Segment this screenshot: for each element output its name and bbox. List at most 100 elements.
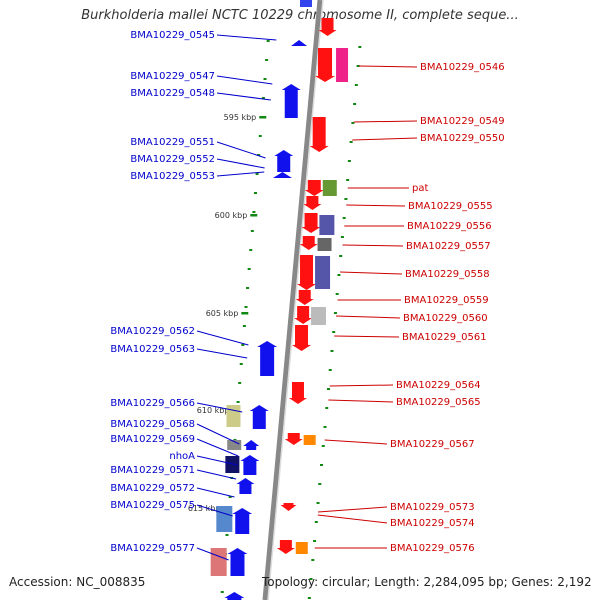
chromosome-backbone <box>262 0 323 600</box>
gene-label[interactable]: BMA10229_0563 <box>110 344 195 355</box>
gene-label[interactable]: BMA10229_0560 <box>403 313 488 324</box>
gene-label[interactable]: BMA10229_0553 <box>130 171 215 182</box>
label-leader-line <box>216 75 273 85</box>
label-leader-line <box>196 402 243 413</box>
gene-glyph-red[interactable] <box>315 48 336 82</box>
scale-tick-label: 605 kbp <box>206 309 239 318</box>
gene-label[interactable]: BMA10229_0574 <box>390 518 475 529</box>
gene-label[interactable]: BMA10229_0564 <box>396 380 481 391</box>
gene-label[interactable]: nhoA <box>169 451 195 462</box>
gene-label[interactable]: BMA10229_0549 <box>420 116 505 127</box>
gene-glyph-blue[interactable] <box>274 150 294 172</box>
gene-label[interactable]: BMA10229_0562 <box>110 326 195 337</box>
guide-dot <box>252 211 256 213</box>
gene-glyph-red[interactable] <box>295 290 314 305</box>
gene-glyph-gray[interactable] <box>227 440 242 450</box>
gene-glyph-pink[interactable] <box>210 548 227 576</box>
gene-label[interactable]: BMA10229_0546 <box>420 62 505 73</box>
gene-label[interactable]: pat <box>412 183 428 194</box>
label-leader-line <box>324 439 388 445</box>
guide-dot <box>258 135 262 137</box>
gene-glyph-red[interactable] <box>299 236 318 250</box>
guide-dot <box>265 59 269 61</box>
gene-label[interactable]: BMA10229_0555 <box>408 201 493 212</box>
gene-glyph-red[interactable] <box>297 255 317 290</box>
gene-glyph-navy[interactable] <box>225 456 240 473</box>
gene-glyph-blue[interactable] <box>227 548 248 576</box>
guide-dot <box>321 445 325 447</box>
guide-dot <box>246 287 250 289</box>
guide-dot <box>320 464 324 466</box>
guide-dot <box>349 141 353 143</box>
gene-glyph-khaki[interactable] <box>226 405 241 427</box>
gene-glyph-blue[interactable] <box>272 172 292 178</box>
gene-label[interactable]: BMA10229_0571 <box>110 465 195 476</box>
chromosome-backbone-highlight <box>267 0 324 600</box>
guide-dot <box>330 350 334 352</box>
gene-glyph-blue[interactable] <box>281 84 301 118</box>
gene-glyph-blue[interactable] <box>249 405 269 429</box>
scale-tick-label: 615 kbp <box>188 504 221 513</box>
gene-glyph-gray[interactable] <box>317 238 332 251</box>
gene-label[interactable]: BMA10229_0561 <box>402 332 487 343</box>
guide-dot <box>333 312 337 314</box>
gene-glyph-red[interactable] <box>318 18 337 36</box>
gene-label[interactable]: BMA10229_0573 <box>390 502 475 513</box>
guide-dot <box>249 249 253 251</box>
gene-label[interactable]: BMA10229_0572 <box>110 483 195 494</box>
gene-glyph-blue[interactable] <box>240 455 260 475</box>
gene-glyph-olive[interactable] <box>322 180 337 196</box>
gene-label[interactable]: BMA10229_0566 <box>110 398 195 409</box>
gene-glyph-red[interactable] <box>303 196 322 210</box>
gene-glyph-red[interactable] <box>294 306 313 324</box>
gene-glyph-slateblue[interactable] <box>319 215 335 235</box>
gene-label[interactable]: BMA10229_0545 <box>130 30 215 41</box>
gene-glyph-orange[interactable] <box>295 542 308 554</box>
gene-glyph-blue[interactable] <box>257 341 278 376</box>
gene-glyph-blue[interactable] <box>236 478 255 494</box>
gene-label[interactable]: BMA10229_0557 <box>406 241 491 252</box>
gene-label[interactable]: BMA10229_0577 <box>110 543 195 554</box>
gene-glyph-lightgray[interactable] <box>311 307 327 325</box>
gene-label[interactable]: BMA10229_0550 <box>420 133 505 144</box>
gene-label[interactable]: BMA10229_0547 <box>130 71 215 82</box>
gene-glyph-blue[interactable] <box>291 40 308 46</box>
gene-glyph-red[interactable] <box>284 433 303 445</box>
gene-label[interactable]: BMA10229_0565 <box>396 397 481 408</box>
gene-label[interactable]: BMA10229_0576 <box>390 543 475 554</box>
guide-dot <box>311 559 315 561</box>
gene-label[interactable]: BMA10229_0551 <box>130 137 215 148</box>
gene-label[interactable]: BMA10229_0559 <box>404 295 489 306</box>
gene-glyph-magenta[interactable] <box>336 48 349 82</box>
gene-glyph-red[interactable] <box>280 503 297 511</box>
gene-glyph-red[interactable] <box>276 540 295 554</box>
gene-label[interactable]: BMA10229_0552 <box>130 154 215 165</box>
gene-glyph-red[interactable] <box>309 117 329 152</box>
gene-glyph-blue[interactable] <box>243 440 260 450</box>
label-leader-line <box>196 504 233 517</box>
gene-label[interactable]: BMA10229_0569 <box>110 434 195 445</box>
label-leader-line <box>196 348 248 359</box>
label-leader-line <box>216 171 265 177</box>
gene-glyph-red[interactable] <box>304 180 324 196</box>
gene-glyph-slateblue[interactable] <box>315 256 331 289</box>
label-leader-line <box>317 514 388 524</box>
gene-glyph-blue[interactable] <box>232 508 253 534</box>
gene-glyph-steelblue[interactable] <box>216 506 233 532</box>
guide-dot <box>316 502 320 504</box>
guide-dot <box>356 65 360 67</box>
gene-label[interactable]: BMA10229_0556 <box>407 221 492 232</box>
gene-label[interactable]: BMA10229_0548 <box>130 88 215 99</box>
gene-glyph-orange[interactable] <box>303 435 316 445</box>
gene-glyph-red[interactable] <box>288 382 307 404</box>
gene-label[interactable]: BMA10229_0558 <box>405 269 490 280</box>
gene-label[interactable]: BMA10229_0575 <box>110 500 195 511</box>
gene-glyph-red[interactable] <box>301 213 321 233</box>
scale-tick-label: 595 kbp <box>224 113 257 122</box>
guide-dot <box>244 306 248 308</box>
gene-label[interactable]: BMA10229_0568 <box>110 419 195 430</box>
gene-glyph-blue[interactable] <box>224 592 245 600</box>
gene-label[interactable]: BMA10229_0567 <box>390 439 475 450</box>
gene-glyph-blue[interactable] <box>300 0 312 7</box>
gene-glyph-red[interactable] <box>292 325 312 351</box>
